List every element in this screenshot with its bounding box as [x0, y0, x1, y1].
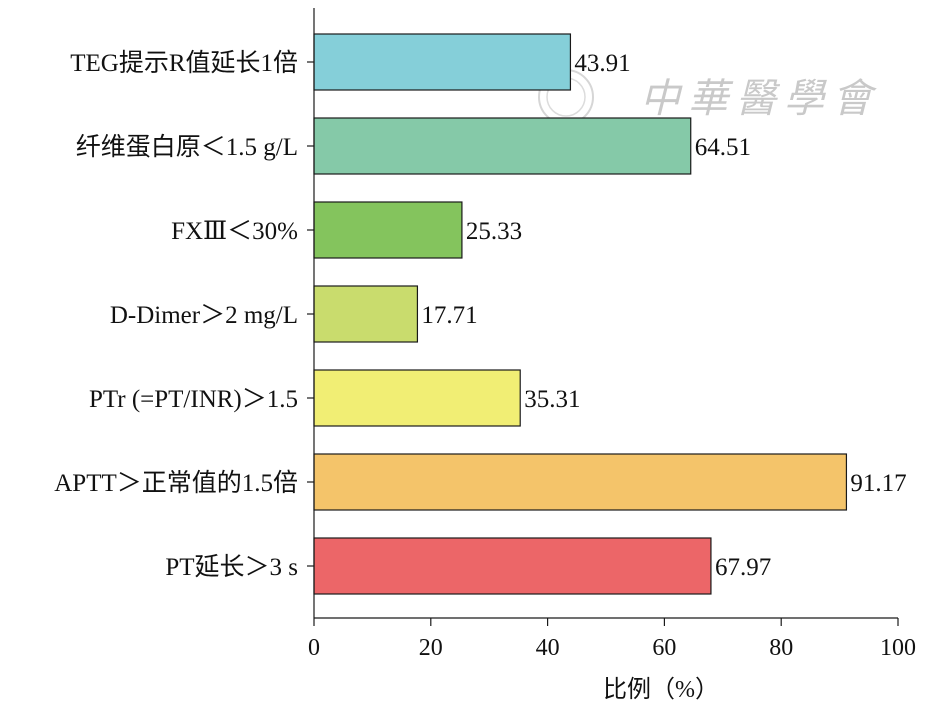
- bar-value-label: 35.31: [524, 386, 580, 413]
- bar: [313, 453, 848, 511]
- bar: [313, 117, 692, 175]
- bar-value-label: 64.51: [695, 134, 751, 161]
- x-tick-label: 0: [308, 635, 320, 661]
- bar-value-label: 43.91: [574, 50, 630, 77]
- category-label: APTT＞正常值的1.5倍: [54, 469, 298, 497]
- x-tick-label: 40: [536, 635, 560, 661]
- category-label: PTr (=PT/INR)＞1.5: [89, 386, 298, 413]
- watermark: 中華醫學會: [538, 69, 880, 125]
- bars-group: 43.91 64.51 25.33 17.71 35.31 91.17 67.97: [313, 33, 907, 595]
- bar-value-label: 25.33: [466, 218, 522, 245]
- x-tick-label: 100: [880, 635, 916, 661]
- x-tick-label: 60: [652, 635, 676, 661]
- x-tick-label: 20: [419, 635, 443, 661]
- x-tick-label: 80: [769, 635, 793, 661]
- category-label: TEG提示R值延长1倍: [70, 49, 298, 77]
- bar-value-label: 17.71: [421, 302, 477, 329]
- category-label: 纤维蛋白原＜1.5 g/L: [76, 133, 298, 161]
- category-label: D-Dimer＞2 mg/L: [110, 302, 298, 329]
- category-label: PT延长＞3 s: [165, 553, 298, 581]
- bar: [313, 285, 419, 343]
- bar: [313, 33, 572, 91]
- bar-value-label: 91.17: [850, 470, 906, 497]
- category-label: FXⅢ＜30%: [171, 218, 298, 245]
- bar-value-label: 67.97: [715, 554, 771, 581]
- x-axis-title: 比例（%）: [603, 676, 719, 703]
- bar: [313, 369, 521, 427]
- bar: [313, 537, 712, 595]
- watermark-text: 中華醫學會: [640, 76, 880, 122]
- bar: [313, 201, 463, 259]
